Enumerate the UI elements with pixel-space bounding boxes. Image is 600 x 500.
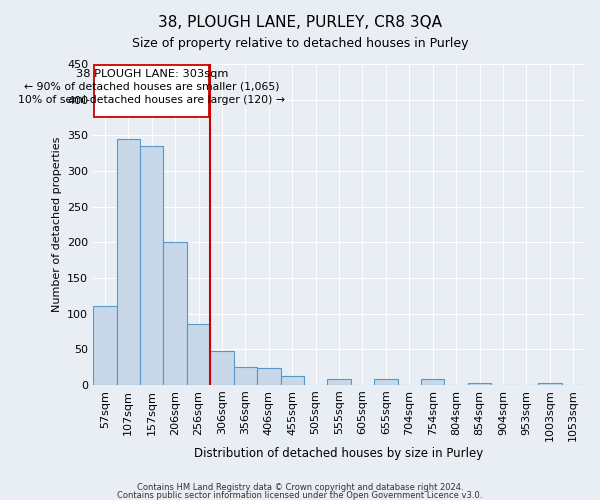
Bar [281,376,304,385]
Bar [468,382,491,385]
Text: 10% of semi-detached houses are larger (120) →: 10% of semi-detached houses are larger (… [18,94,285,104]
Bar [187,324,210,385]
Bar [140,146,163,385]
Bar [163,242,187,385]
Bar [93,306,116,385]
Bar [421,379,445,385]
Text: ← 90% of detached houses are smaller (1,065): ← 90% of detached houses are smaller (1,… [24,82,280,92]
Text: 38 PLOUGH LANE: 303sqm: 38 PLOUGH LANE: 303sqm [76,69,228,79]
Text: Size of property relative to detached houses in Purley: Size of property relative to detached ho… [132,38,468,51]
X-axis label: Distribution of detached houses by size in Purley: Distribution of detached houses by size … [194,447,484,460]
Bar [233,367,257,385]
Bar [210,352,233,385]
Text: Contains HM Land Registry data © Crown copyright and database right 2024.: Contains HM Land Registry data © Crown c… [137,483,463,492]
Text: Contains public sector information licensed under the Open Government Licence v3: Contains public sector information licen… [118,490,482,500]
FancyBboxPatch shape [94,66,209,118]
Bar [116,139,140,385]
Bar [328,379,351,385]
Y-axis label: Number of detached properties: Number of detached properties [52,136,62,312]
Bar [538,382,562,385]
Bar [257,368,281,385]
Text: 38, PLOUGH LANE, PURLEY, CR8 3QA: 38, PLOUGH LANE, PURLEY, CR8 3QA [158,15,442,30]
Bar [374,379,398,385]
